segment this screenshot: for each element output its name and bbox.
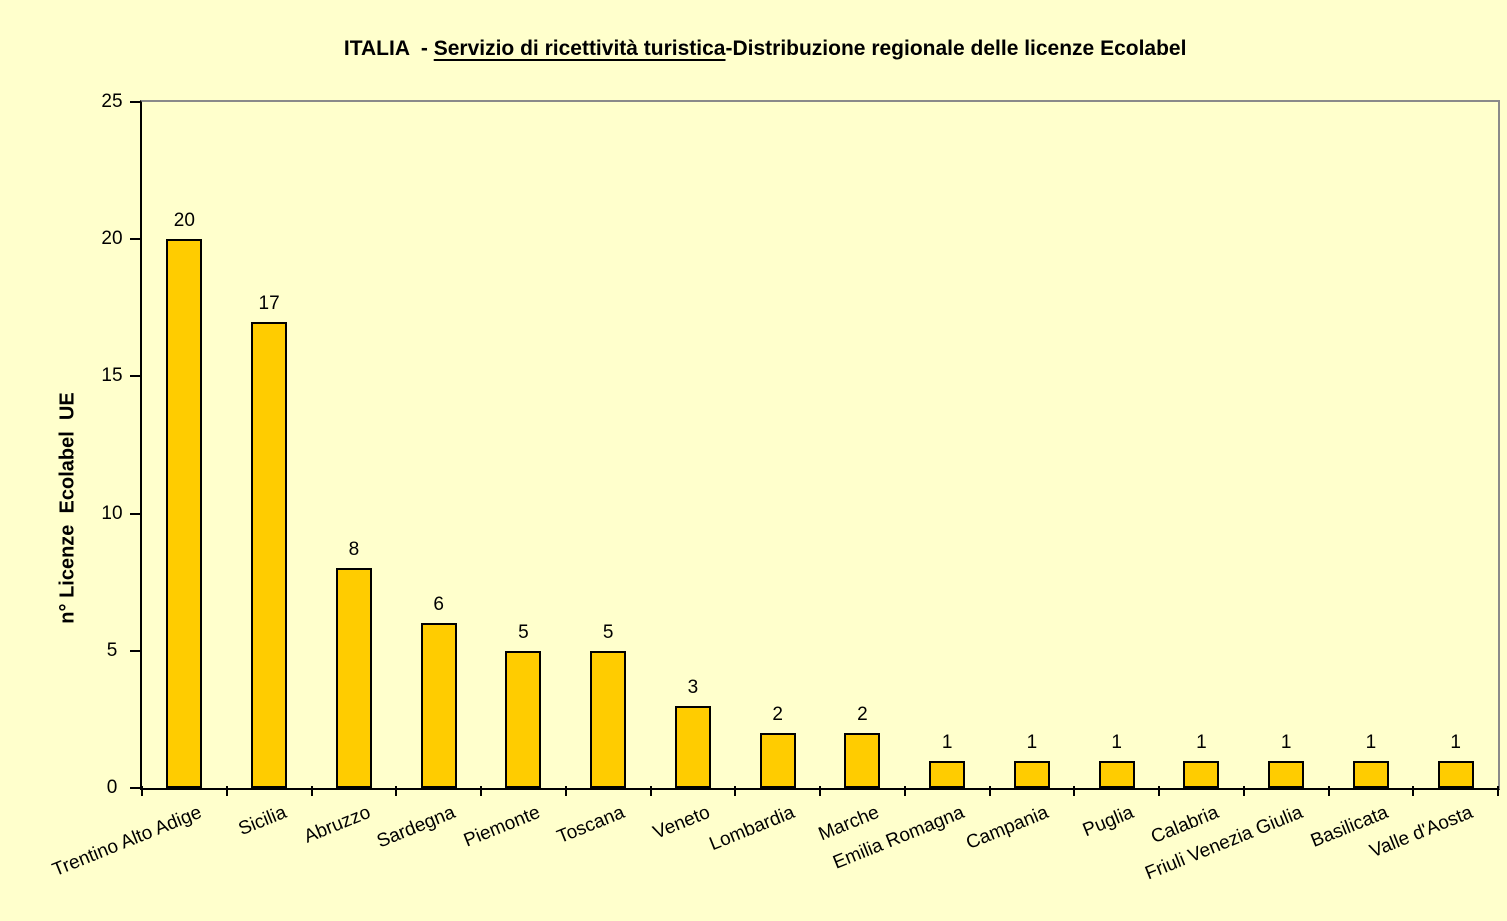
bar-value-label: 20 xyxy=(173,210,195,232)
x-axis-tick xyxy=(734,786,737,796)
x-axis-tick xyxy=(1073,786,1076,796)
x-axis-tick-label: Puglia xyxy=(1079,802,1137,842)
bar xyxy=(335,568,372,788)
bar xyxy=(1013,760,1050,788)
bar-value-label: 6 xyxy=(433,594,444,616)
x-axis-tick-label: Piemonte xyxy=(460,802,544,852)
y-axis-tick xyxy=(130,101,140,103)
bar xyxy=(505,650,542,788)
bar xyxy=(1183,760,1220,788)
chart-title-suffix: -Distribuzione regionale delle licenze E… xyxy=(725,37,1187,60)
x-axis-tick xyxy=(480,786,482,796)
bar xyxy=(251,321,288,788)
bar xyxy=(1268,760,1305,788)
bar xyxy=(166,239,203,788)
bar xyxy=(420,623,457,788)
x-axis-tick xyxy=(564,786,567,796)
bar xyxy=(1352,760,1389,788)
bar xyxy=(759,733,796,788)
x-axis-tick xyxy=(1242,786,1245,796)
x-axis-tick xyxy=(903,786,906,796)
x-axis-tick xyxy=(1497,786,1499,796)
y-axis-tick-label: 25 xyxy=(101,91,123,112)
x-axis-tick xyxy=(1412,786,1415,796)
chart-title-underlined: Servizio di ricettività turistica xyxy=(433,37,726,60)
y-axis-tick-label: 5 xyxy=(106,639,118,661)
x-axis-tick xyxy=(988,786,991,796)
bar xyxy=(844,733,881,788)
y-axis-tick-label: 0 xyxy=(106,777,118,798)
bar-value-label: 17 xyxy=(258,292,280,314)
y-axis-title: n° Licenze Ecolabel UE xyxy=(56,392,79,624)
y-axis-tick-label: 10 xyxy=(101,502,123,524)
bar-value-label: 2 xyxy=(772,704,783,726)
bar-value-label: 1 xyxy=(1280,731,1292,753)
bar-value-label: 5 xyxy=(518,621,529,643)
bar-value-label: 8 xyxy=(348,539,360,561)
bar-value-label: 1 xyxy=(1450,731,1461,753)
chart-title-prefix: ITALIA - xyxy=(343,37,434,60)
bar xyxy=(674,705,711,788)
plot-area: 0 5 10 15 20 25 20 Trentino Alto Adige 17 Sicilia… xyxy=(49,91,1500,884)
x-axis-tick-label: Abruzzo xyxy=(301,802,374,848)
x-axis-tick xyxy=(1327,786,1330,796)
bar-value-label: 3 xyxy=(687,676,699,698)
x-axis-tick xyxy=(1158,786,1160,796)
x-axis-tick-label: Trentino Alto Adige xyxy=(49,802,205,881)
y-axis-tick xyxy=(130,238,140,241)
x-axis-tick xyxy=(225,786,228,796)
bar xyxy=(1437,760,1474,788)
x-axis-tick xyxy=(395,786,398,796)
x-axis-tick xyxy=(819,786,821,796)
x-axis-tick-label: Sicilia xyxy=(235,802,289,841)
y-axis-tick-label: 15 xyxy=(101,365,123,387)
bar xyxy=(590,650,627,788)
bar-value-label: 1 xyxy=(1365,731,1377,753)
x-axis-tick xyxy=(649,786,652,796)
bar xyxy=(1098,760,1135,788)
chart-title: ITALIA - Servizio di ricettività turisti… xyxy=(0,13,1507,85)
bar-value-label: 1 xyxy=(1111,731,1122,753)
x-axis-tick xyxy=(141,786,143,796)
y-axis-tick-label: 20 xyxy=(101,228,123,250)
y-axis-tick xyxy=(130,649,140,652)
bar-value-label: 5 xyxy=(602,621,614,643)
bar-value-label: 1 xyxy=(1196,731,1207,753)
bar-value-label: 2 xyxy=(857,704,868,726)
x-axis-tick-label: Toscana xyxy=(554,802,628,848)
x-axis-tick-label: Sardegna xyxy=(374,802,459,853)
x-axis-tick xyxy=(310,786,313,796)
y-axis-tick xyxy=(130,512,140,515)
bar-value-label: 1 xyxy=(941,731,953,753)
y-axis-tick xyxy=(130,375,140,378)
x-axis-tick-label: Lombardia xyxy=(706,802,798,856)
x-axis-tick-label: Veneto xyxy=(650,802,713,844)
x-axis-tick-label: Campania xyxy=(963,802,1052,854)
y-axis-tick xyxy=(130,787,140,789)
bar-value-label: 1 xyxy=(1026,731,1038,753)
bar xyxy=(929,760,966,788)
